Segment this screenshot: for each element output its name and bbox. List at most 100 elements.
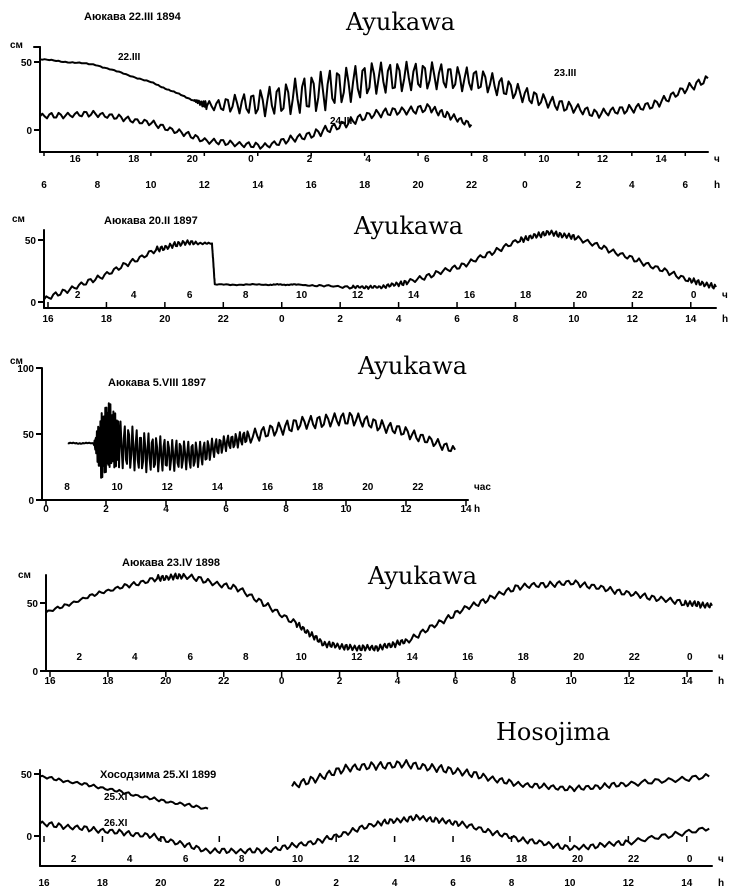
top-tick-label: 22 xyxy=(629,652,641,663)
top-tick-label: 16 xyxy=(262,482,274,493)
y-tick-label: 0 xyxy=(32,667,38,678)
panel-3-unit: см xyxy=(10,356,23,367)
panel-1-title: Ayukawa xyxy=(345,8,455,36)
series-line xyxy=(39,774,209,810)
panel-2-title: Ayukawa xyxy=(353,212,463,240)
series-line xyxy=(291,759,710,793)
series-label: 26.XI xyxy=(104,818,128,829)
bottom-axis-label: h xyxy=(718,878,724,889)
panel-3-text: Аюкава 5.VIII 1897 Ayukawa см xyxy=(10,352,467,389)
top-tick-label: 4 xyxy=(132,652,138,663)
bottom-tick-label: 8 xyxy=(513,314,519,325)
y-tick-label: 50 xyxy=(21,770,33,781)
top-tick-label: 10 xyxy=(538,154,550,165)
bottom-tick-label: 14 xyxy=(685,314,697,325)
bottom-tick-label: 22 xyxy=(218,676,230,687)
top-tick-label: 12 xyxy=(162,482,174,493)
bottom-tick-label: 10 xyxy=(340,504,352,515)
annotation: 23.III xyxy=(554,68,576,79)
bottom-tick-label: 20 xyxy=(159,314,171,325)
bottom-tick-label: 8 xyxy=(283,504,289,515)
y-tick-label: 0 xyxy=(26,832,32,843)
panel-4-title: Ayukawa xyxy=(367,562,477,590)
y-tick-label: 0 xyxy=(26,126,32,137)
bottom-tick-label: 6 xyxy=(682,180,688,191)
y-tick-label: 50 xyxy=(23,430,35,441)
series-label: 22.III xyxy=(118,52,140,63)
y-tick-label: 50 xyxy=(27,599,39,610)
panel-4-text: Аюкава 23.IV 1898 Ayukawa см xyxy=(18,557,477,590)
bottom-tick-label: 16 xyxy=(306,180,318,191)
bottom-tick-label: 0 xyxy=(43,504,49,515)
top-tick-label: 0 xyxy=(687,854,693,865)
y-tick-label: 50 xyxy=(21,58,33,69)
bottom-tick-label: 12 xyxy=(199,180,211,191)
top-tick-label: 14 xyxy=(212,482,224,493)
top-tick-label: 2 xyxy=(71,854,77,865)
bottom-tick-label: 20 xyxy=(160,676,172,687)
top-tick-label: 2 xyxy=(77,652,83,663)
bottom-tick-label: 0 xyxy=(275,878,281,889)
top-tick-label: 22 xyxy=(412,482,424,493)
panel-4-subtitle: Аюкава 23.IV 1898 xyxy=(122,557,220,569)
bottom-tick-label: 0 xyxy=(279,676,285,687)
top-tick-label: 16 xyxy=(460,854,472,865)
top-tick-label: 4 xyxy=(131,290,137,301)
panel-2-subtitle: Аюкава 20.II 1897 xyxy=(104,215,198,227)
bottom-tick-label: 10 xyxy=(566,676,578,687)
bottom-tick-label: 6 xyxy=(453,676,459,687)
top-tick-label: 0 xyxy=(248,154,254,165)
bottom-tick-label: 22 xyxy=(466,180,478,191)
top-tick-label: 10 xyxy=(112,482,124,493)
panel-1-subtitle: Аюкава 22.III 1894 xyxy=(84,11,182,23)
panel-4-plot: 0 50 2 4 6 8 10 12 14 16 18 20 22 0 ч 16 18 20 22 0 2 4 6 8 10 12… xyxy=(27,572,724,687)
panel-2-text: Аюкава 20.II 1897 Ayukawa см xyxy=(12,212,463,240)
bottom-tick-label: 20 xyxy=(413,180,425,191)
top-tick-label: 18 xyxy=(128,154,140,165)
top-tick-label: 6 xyxy=(188,652,194,663)
top-tick-label: 8 xyxy=(243,290,249,301)
bottom-tick-label: 12 xyxy=(624,676,636,687)
panel-2-plot: 0 50 2 4 6 8 10 12 14 16 18 20 22 0 ч 16 18 20 22 0 2 4 6 8 10 12… xyxy=(25,229,728,325)
top-tick-label: 18 xyxy=(520,290,532,301)
y-tick-label: 0 xyxy=(30,298,36,309)
series-line xyxy=(39,813,710,855)
top-tick-label: 16 xyxy=(462,652,474,663)
top-tick-label: 2 xyxy=(307,154,313,165)
bottom-tick-label: 8 xyxy=(511,676,517,687)
top-tick-label: 20 xyxy=(362,482,374,493)
panel-1-text: Аюкава 22.III 1894 Ayukawa см xyxy=(10,8,455,51)
bottom-axis-label: h xyxy=(474,504,480,515)
panel-2-unit: см xyxy=(12,214,25,225)
top-axis-label: ч xyxy=(718,854,724,865)
y-tick-label: 100 xyxy=(17,364,34,375)
bottom-tick-label: 14 xyxy=(681,676,693,687)
bottom-tick-label: 12 xyxy=(627,314,639,325)
top-axis-label: час xyxy=(474,482,491,493)
bottom-tick-label: 10 xyxy=(568,314,580,325)
y-tick-label: 0 xyxy=(28,496,34,507)
series-line xyxy=(67,402,456,479)
top-axis-label: ч xyxy=(722,290,728,301)
bottom-tick-label: 14 xyxy=(252,180,264,191)
top-tick-label: 12 xyxy=(352,290,364,301)
bottom-axis-label: h xyxy=(722,314,728,325)
bottom-tick-label: 12 xyxy=(623,878,635,889)
bottom-tick-label: 22 xyxy=(214,878,226,889)
top-axis-label: ч xyxy=(714,154,720,165)
top-tick-label: 8 xyxy=(64,482,70,493)
top-tick-label: 14 xyxy=(656,154,668,165)
bottom-tick-label: 4 xyxy=(395,676,401,687)
bottom-tick-label: 4 xyxy=(396,314,402,325)
top-tick-label: 2 xyxy=(75,290,81,301)
bottom-tick-label: 18 xyxy=(97,878,109,889)
top-tick-label: 4 xyxy=(127,854,133,865)
bottom-tick-label: 18 xyxy=(102,676,114,687)
top-tick-label: 0 xyxy=(691,290,697,301)
panel-2-axes xyxy=(43,229,717,309)
top-tick-label: 22 xyxy=(632,290,644,301)
bottom-tick-label: 4 xyxy=(392,878,398,889)
